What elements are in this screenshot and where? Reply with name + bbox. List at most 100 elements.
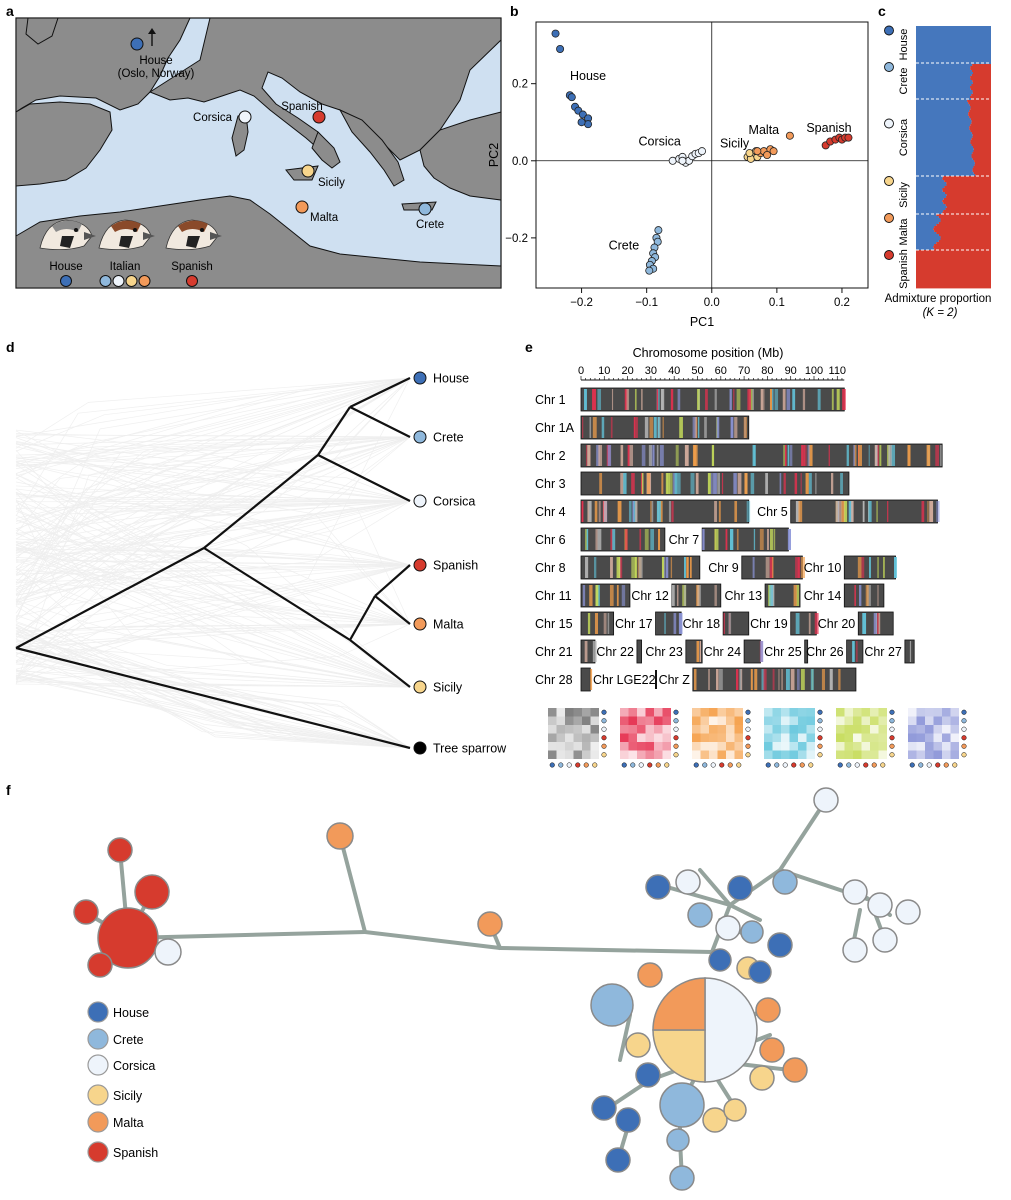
chrom-topology-stripe — [935, 445, 940, 466]
network-legend-dot-house — [87, 1001, 109, 1023]
admix-bar-red — [970, 108, 991, 111]
chrom-topology-stripe — [649, 417, 654, 438]
chrom-topology-stripe — [808, 445, 813, 466]
topology-matrix-cell — [709, 716, 718, 725]
pca-point-corsica — [668, 156, 677, 165]
admix-bar-red — [936, 214, 991, 217]
chrom-topology-stripe — [808, 473, 812, 494]
tree-tip-dot-sicily — [413, 680, 427, 694]
chrom-block — [846, 639, 864, 664]
chrom-topology-stripe — [656, 389, 659, 410]
matrix-row-dot — [817, 709, 823, 715]
gene-tree-line — [15, 436, 411, 606]
tree-tip-dot-malta — [413, 617, 427, 631]
chrom-topology-stripe — [774, 389, 779, 410]
pca-point-crete — [654, 226, 663, 235]
network-legend-label: Corsica — [113, 1059, 155, 1073]
chrom-topology-stripe — [838, 501, 842, 522]
chrom-topology-stripe — [714, 501, 717, 522]
gene-tree-line — [15, 532, 411, 688]
topology-matrix-cell — [620, 725, 629, 734]
gene-tree-line-outgroup — [15, 644, 411, 749]
network-legend-label: Spanish — [113, 1146, 158, 1160]
chrom-topology-stripe — [611, 389, 614, 410]
topology-matrix-cell — [565, 742, 574, 751]
chrom-topology-stripe — [582, 417, 584, 438]
admix-bar-blue — [916, 214, 937, 217]
network-node-house — [605, 1147, 631, 1173]
chrom-topology-stripe — [761, 669, 765, 690]
chrom-topology-stripe — [760, 389, 763, 410]
chrom-topology-stripe — [795, 613, 800, 634]
topology-matrix-cell — [916, 716, 925, 725]
topology-matrix-cell — [654, 725, 663, 734]
admix-bar-blue — [916, 92, 973, 95]
chrom-topology-stripe — [782, 389, 786, 410]
gene-tree-line-outgroup — [15, 646, 411, 749]
chrom-label: Chr 23 — [645, 645, 683, 659]
chrom-topology-stripe — [675, 445, 679, 466]
topology-matrix-cell — [772, 708, 781, 717]
chrom-topology-stripe — [611, 529, 616, 550]
topology-matrix-cell — [772, 742, 781, 751]
chrom-axis-tick-label: 0 — [578, 365, 584, 377]
chrom-topology-stripe — [677, 585, 679, 606]
matrix-col-dot — [854, 762, 860, 768]
admix-bar-blue — [916, 64, 973, 67]
gene-tree-line — [15, 500, 411, 588]
admix-bar-blue — [916, 196, 947, 199]
chrom-topology-stripe — [678, 613, 683, 634]
topology-matrix — [836, 708, 895, 768]
network-node-house — [635, 1062, 661, 1088]
map-panel: House (Oslo, Norway) Corsica Spanish Sicil… — [15, 17, 502, 289]
topology-matrix-cell — [628, 708, 637, 717]
chrom-topology-stripe — [765, 473, 768, 494]
matrix-col-dot — [952, 762, 958, 768]
admix-bar-red — [942, 190, 991, 193]
topology-matrix-cell — [764, 716, 773, 725]
gene-tree-line-outgroup — [15, 662, 411, 749]
chrom-topology-stripe — [794, 473, 798, 494]
chrom-topology-stripe — [887, 501, 889, 522]
admix-bar-red — [970, 96, 991, 99]
topology-matrix-cell — [853, 750, 862, 759]
topology-matrix — [692, 708, 751, 768]
tree-branch — [374, 595, 411, 625]
admix-bar-red — [971, 74, 991, 77]
chrom-topology-stripe — [876, 501, 878, 522]
chrom-topology-stripe — [590, 669, 593, 690]
chrom-topology-stripe — [841, 501, 845, 522]
chrom-topology-stripe — [765, 557, 770, 578]
topology-matrix-cell — [781, 733, 790, 742]
matrix-row-dot — [961, 726, 967, 732]
gene-tree-line — [15, 377, 411, 540]
admix-bar-blue — [916, 188, 943, 191]
chrom-topology-stripe — [616, 585, 619, 606]
chrom-topology-stripe — [581, 501, 584, 522]
map-land-anatolia — [419, 111, 502, 201]
topology-matrix-cell — [709, 750, 718, 759]
chrom-topology-stripe — [802, 445, 805, 466]
network-node-corsica — [867, 892, 893, 918]
admix-bar-blue — [916, 126, 970, 129]
topology-matrix-cell — [726, 716, 735, 725]
admix-bar-red — [970, 78, 991, 81]
gene-tree-line — [15, 500, 411, 589]
map-land-central-europe — [148, 17, 502, 161]
network-legend-dot-sicily — [87, 1084, 109, 1106]
topology-matrix-cell — [556, 750, 565, 759]
topology-matrix-cell — [781, 742, 790, 751]
topology-matrix-cell — [700, 742, 709, 751]
chrom-topology-stripe — [894, 557, 897, 578]
topology-matrix — [548, 708, 607, 768]
gene-tree-line — [15, 567, 411, 688]
gene-tree-line-outgroup — [15, 677, 411, 749]
chrom-topology-stripe — [753, 529, 756, 550]
pca-group-label: Sicily — [720, 136, 750, 150]
chrom-topology-stripe — [846, 445, 849, 466]
topology-matrix-cell — [933, 725, 942, 734]
gene-tree-line — [15, 377, 411, 601]
chrom-topology-stripe — [734, 417, 738, 438]
gene-tree-line — [15, 377, 411, 614]
